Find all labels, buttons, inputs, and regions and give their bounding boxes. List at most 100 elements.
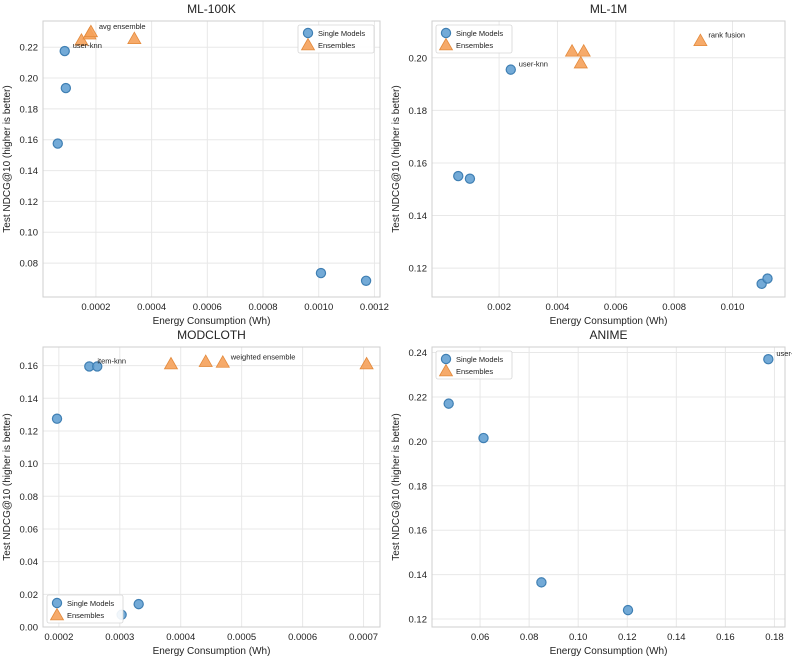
- y-tick-label: 0.18: [409, 106, 428, 117]
- x-tick-label: 0.0002: [44, 632, 73, 643]
- single-model-point: [478, 432, 489, 444]
- y-axis-label: Test NDCG@10 (higher is better): [2, 85, 13, 232]
- x-tick-label: 0.0010: [304, 302, 333, 313]
- y-tick-label: 0.04: [20, 557, 39, 568]
- ensemble-point: [564, 43, 580, 57]
- legend-ensemble-marker: [438, 363, 454, 377]
- point-annotation: weighted ensemble: [230, 352, 296, 361]
- single-model-point: [52, 138, 63, 149]
- legend-label-single: Single Models: [456, 355, 503, 364]
- single-model-point: [464, 173, 476, 184]
- y-tick-label: 0.20: [20, 74, 39, 85]
- x-tick-label: 0.10: [569, 632, 588, 643]
- x-tick-label: 0.08: [520, 632, 539, 643]
- legend-label-single: Single Models: [67, 599, 114, 608]
- y-tick-label: 0.18: [409, 481, 428, 492]
- single-model-point: [315, 267, 327, 279]
- single-model-point: [443, 398, 454, 409]
- legend-box: [435, 24, 513, 54]
- y-tick-label: 0.14: [409, 211, 428, 222]
- ensemble-point: [693, 33, 708, 46]
- x-tick-label: 0.0003: [105, 632, 134, 643]
- y-tick-label: 0.16: [20, 135, 39, 146]
- x-tick-label: 0.14: [667, 632, 686, 643]
- legend-single-marker: [440, 353, 452, 365]
- legend-ensemble-marker: [300, 37, 316, 51]
- legend: Single Models Ensembles: [435, 24, 513, 54]
- legend-ensemble-marker: [438, 37, 454, 51]
- legend-ensemble-marker: [49, 607, 65, 621]
- y-tick-label: 0.12: [409, 264, 428, 275]
- plot-frame: [42, 20, 381, 298]
- plot-frame: [42, 346, 381, 628]
- single-model-point: [92, 361, 103, 372]
- legend-single-marker: [440, 27, 452, 39]
- legend-box: [297, 24, 375, 54]
- plot-frame: [431, 346, 786, 628]
- legend-label-ensemble: Ensembles: [456, 367, 493, 376]
- x-tick-label: 0.002: [487, 302, 511, 313]
- single-model-point: [51, 413, 63, 424]
- plot-frame: [431, 20, 786, 298]
- x-tick-label: 0.010: [721, 302, 745, 313]
- x-tick-label: 0.008: [662, 302, 686, 313]
- y-tick-label: 0.16: [20, 361, 39, 372]
- ensemble-point: [163, 356, 179, 370]
- x-tick-label: 0.0005: [227, 632, 256, 643]
- x-tick-label: 0.0006: [288, 632, 317, 643]
- x-tick-label: 0.0002: [81, 302, 110, 313]
- x-tick-label: 0.0007: [349, 632, 378, 643]
- legend-label-ensemble: Ensembles: [67, 611, 104, 620]
- chart-title: ML-1M: [590, 2, 627, 16]
- y-tick-label: 0.06: [20, 524, 39, 535]
- x-tick-label: 0.12: [618, 632, 637, 643]
- y-tick-label: 0.10: [20, 228, 39, 239]
- legend-label-single: Single Models: [456, 29, 503, 38]
- single-model-point: [453, 170, 464, 182]
- y-tick-label: 0.08: [20, 492, 39, 503]
- y-tick-label: 0.20: [409, 437, 428, 448]
- y-tick-label: 0.12: [20, 197, 39, 208]
- panel-ml-1m: 0.002 0.004 0.006 0.008 0.010 0.12 0.14 0.16 0.1…: [391, 2, 786, 327]
- legend-box: [46, 594, 124, 624]
- point-annotation: user-knn: [776, 349, 792, 358]
- y-tick-label: 0.02: [20, 590, 39, 601]
- legend: Single Models Ensembles: [46, 594, 124, 624]
- point-annotation: avg ensemble: [99, 22, 146, 31]
- y-tick-label: 0.14: [20, 394, 39, 405]
- y-axis-label: Test NDCG@10 (higher is better): [391, 413, 402, 560]
- ensemble-point: [359, 356, 374, 370]
- point-annotation: user-knn: [73, 41, 102, 50]
- y-tick-label: 0.12: [409, 615, 428, 626]
- y-tick-label: 0.12: [20, 426, 39, 437]
- ensemble-point: [74, 32, 89, 46]
- x-tick-label: 0.004: [546, 302, 570, 313]
- ensemble-point: [573, 55, 588, 69]
- chart-title: ML-100K: [187, 2, 236, 16]
- point-annotation: rank fusion: [708, 31, 745, 40]
- x-tick-label: 0.0004: [166, 632, 195, 643]
- y-tick-label: 0.10: [20, 459, 39, 470]
- legend-box: [435, 350, 513, 380]
- legend-label-ensemble: Ensembles: [456, 41, 493, 50]
- y-tick-label: 0.18: [20, 104, 39, 115]
- x-tick-label: 0.06: [471, 632, 490, 643]
- single-model-point: [536, 577, 547, 588]
- single-model-point: [763, 354, 774, 365]
- single-model-point: [762, 273, 773, 284]
- y-tick-label: 0.22: [409, 392, 428, 403]
- y-tick-label: 0.22: [20, 43, 39, 54]
- single-model-point: [60, 82, 72, 94]
- ensemble-point: [127, 31, 142, 45]
- x-axis-label: Energy Consumption (Wh): [550, 646, 668, 657]
- legend-label-ensemble: Ensembles: [318, 41, 355, 50]
- legend-single-marker: [51, 597, 63, 609]
- ensemble-point: [83, 24, 99, 38]
- chart-title: ANIME: [589, 328, 627, 342]
- x-tick-label: 0.0006: [193, 302, 222, 313]
- x-axis-label: Energy Consumption (Wh): [550, 316, 668, 327]
- single-model-point: [133, 598, 144, 610]
- point-annotation: user-knn: [519, 60, 548, 69]
